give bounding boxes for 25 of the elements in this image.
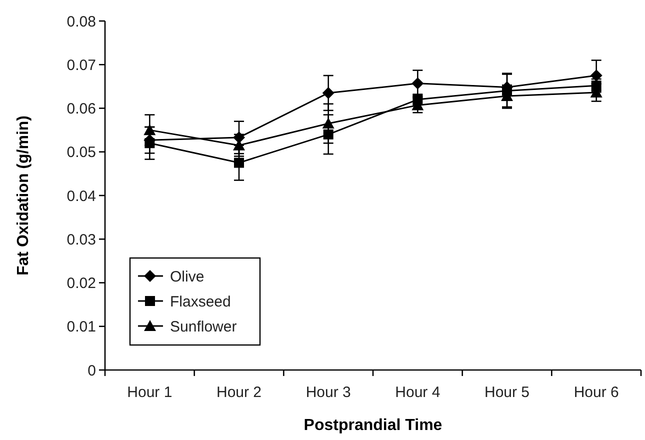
y-tick-label: 0 [88, 362, 96, 380]
x-tick-label: Hour 2 [216, 384, 262, 401]
point [233, 131, 245, 144]
legend-label: Sunflower [170, 318, 237, 336]
x-tick-label: Hour 4 [395, 384, 440, 401]
y-tick-label: 0.05 [66, 144, 96, 162]
y-tick-label: 0.07 [66, 56, 96, 74]
y-tick-label: 0.02 [66, 275, 96, 292]
x-tick-label: Hour 5 [484, 384, 530, 401]
y-axis-title: Fat Oxidation (g/min) [15, 116, 32, 276]
legend-label: Flaxseed [170, 293, 231, 310]
y-tick-label: 0.06 [66, 100, 96, 118]
y-tick-label: 0.04 [66, 188, 96, 205]
point [322, 86, 334, 99]
y-tick-label: 0.01 [66, 318, 96, 336]
x-tick-label: Hour 3 [306, 384, 351, 401]
x-tick-label: Hour 1 [127, 384, 172, 401]
y-tick-label: 0.08 [66, 13, 96, 30]
y-tick-label: 0.03 [66, 231, 96, 248]
x-axis-title: Postprandial Time [304, 417, 442, 434]
x-tick-label: Hour 6 [574, 384, 619, 401]
point [412, 77, 424, 90]
point [590, 70, 602, 82]
point [323, 129, 334, 140]
legend-label: Olive [170, 268, 204, 286]
